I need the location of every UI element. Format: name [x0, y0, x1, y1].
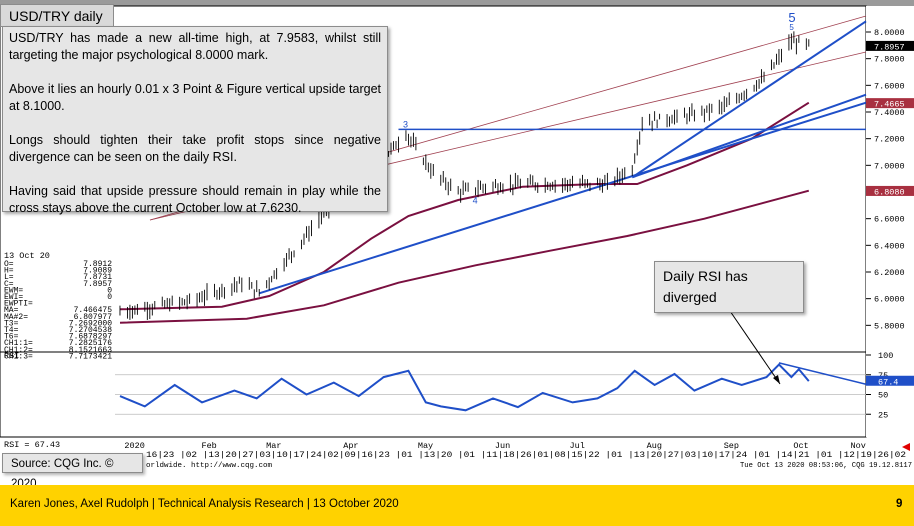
rsi-readout: RSI = 67.43 [4, 440, 60, 450]
price-badge-bg [866, 98, 914, 109]
commentary-para-3: Longs should tighten their take profit s… [9, 133, 381, 164]
page-number: 9 [896, 498, 903, 510]
rsi-badge-bg [866, 375, 914, 386]
x-month-label: Sep [724, 441, 739, 451]
x-month-label: Feb [201, 441, 216, 451]
url-text: orldwide. http://www.cqg.com [146, 462, 273, 470]
trend-line [631, 20, 867, 179]
price-tick-label: 8.0000 [874, 28, 905, 38]
commentary-para-2: Above it lies an hourly 0.01 x 3 Point &… [9, 82, 381, 113]
readout-value: 7.2692000 [69, 319, 112, 328]
wave-label: 5 [788, 10, 795, 25]
readout-label: EWPTI= [4, 300, 33, 309]
price-tick-label: 7.6000 [874, 81, 905, 91]
readout-value: 0 [107, 286, 112, 295]
readout-label: C= [4, 280, 14, 289]
readout-value: 7.2704538 [69, 326, 112, 335]
readout-label: CH1:1= [4, 339, 33, 348]
scroll-right-arrow [902, 443, 910, 451]
readout-label: L= [4, 273, 14, 282]
x-month-label: Mar [266, 441, 281, 451]
price-badge-bg [866, 40, 914, 51]
readout-label: EWM= [4, 286, 23, 295]
x-month-label: Jun [495, 441, 510, 451]
rsi-divergence-line [778, 362, 867, 385]
readout-label: T4= [4, 326, 19, 335]
readout-label: MA= [4, 306, 19, 315]
rsi-panel-label: RSI [4, 351, 19, 361]
rsi-callout: Daily RSI has diverged [654, 261, 804, 313]
trend-line [631, 93, 867, 179]
readout-label: MA#2= [4, 313, 28, 322]
readout-date: 13 Oct 20 [4, 251, 50, 261]
readout-label: CH1:2= [4, 346, 33, 355]
callout-line-2: diverged [663, 289, 717, 305]
rsi-badge-label: 67.4 [878, 377, 898, 387]
readout-value: 6.807977 [74, 313, 113, 322]
readout-value: 8.1521663 [69, 346, 112, 355]
price-tick-label: 6.6000 [874, 215, 905, 225]
footer-bar: Karen Jones, Axel Rudolph | Technical An… [0, 485, 914, 526]
ma-fast-line [119, 101, 810, 311]
readout-value: 7.8912 [83, 260, 112, 269]
price-badge-bg [866, 185, 914, 196]
price-tick-label: 6.2000 [874, 268, 905, 278]
source-note: Source: CQG Inc. © 2020 [2, 453, 143, 490]
x-month-label: Nov [851, 441, 866, 451]
rsi-tick-label: 50 [878, 391, 888, 401]
readout-value: 7.8957 [83, 280, 112, 289]
rsi-tick-label: 100 [878, 351, 893, 361]
x-month-label: Oct [793, 441, 808, 451]
readout-label: H= [4, 267, 14, 276]
readout-value: 7.466475 [74, 306, 113, 315]
readout-label: O= [4, 260, 14, 269]
commentary-box: USD/TRY has made a new all-time high, at… [2, 26, 388, 215]
readout-label: CH1:3= [4, 352, 33, 361]
price-axis-bg [866, 6, 914, 437]
price-tick-label: 7.0000 [874, 161, 905, 171]
x-month-label: Jul [570, 441, 585, 451]
price-tick-label: 7.2000 [874, 135, 905, 145]
timestamp: Tue Oct 13 2020 08:53:06, CQG 19.12.8117 [740, 462, 912, 470]
readout-label: T3= [4, 319, 19, 328]
rsi-tick-label: 75 [878, 371, 888, 381]
footer-text: Karen Jones, Axel Rudolph | Technical An… [10, 498, 399, 510]
readout-value: 7.9089 [83, 267, 112, 276]
commentary-para-1: USD/TRY has made a new all-time high, at… [9, 31, 381, 62]
chart-title: USD/TRY daily [0, 4, 114, 27]
readout-value: 7.8731 [83, 273, 112, 282]
x-month-label: Aug [647, 441, 662, 451]
readout-label: T6= [4, 333, 19, 342]
x-month-label: Apr [343, 441, 358, 451]
price-tick-label: 5.8000 [874, 321, 905, 331]
rsi-tick-label: 25 [878, 410, 888, 420]
commentary-para-4: Having said that upside pressure should … [9, 184, 381, 215]
price-tick-label: 7.4000 [874, 108, 905, 118]
x-month-label: 2020 [124, 441, 144, 451]
price-tick-label: 6.4000 [874, 241, 905, 251]
x-month-label: May [418, 441, 433, 451]
callout-arrow-line [729, 310, 781, 385]
wave-label: 3 [403, 119, 408, 129]
price-tick-label: 7.8000 [874, 55, 905, 65]
wave-label: 4 [473, 195, 478, 205]
ma-slow-line [119, 189, 810, 324]
x-day-labels: 16|23 |02 |13|20|27|03|10|17|24|02|09|16… [146, 451, 906, 460]
trend-line [258, 101, 867, 295]
price-badge-label: 7.8957 [874, 42, 905, 52]
readout-value: 7.2825176 [69, 339, 112, 348]
top-bar [0, 0, 914, 6]
rsi-line [119, 363, 810, 412]
price-badge-label: 7.4665 [874, 100, 905, 110]
readout-value: 7.6878297 [69, 333, 112, 342]
price-tick-label: 6.0000 [874, 295, 905, 305]
readout-value: 7.7173421 [69, 352, 112, 361]
wave-sublabel: 5 [789, 23, 794, 32]
callout-arrow-head [773, 375, 780, 384]
price-badge-label: 6.8080 [874, 187, 905, 197]
readout-value: 0 [107, 293, 112, 302]
callout-line-1: Daily RSI has [663, 268, 748, 284]
readout-label: EWI= [4, 293, 23, 302]
